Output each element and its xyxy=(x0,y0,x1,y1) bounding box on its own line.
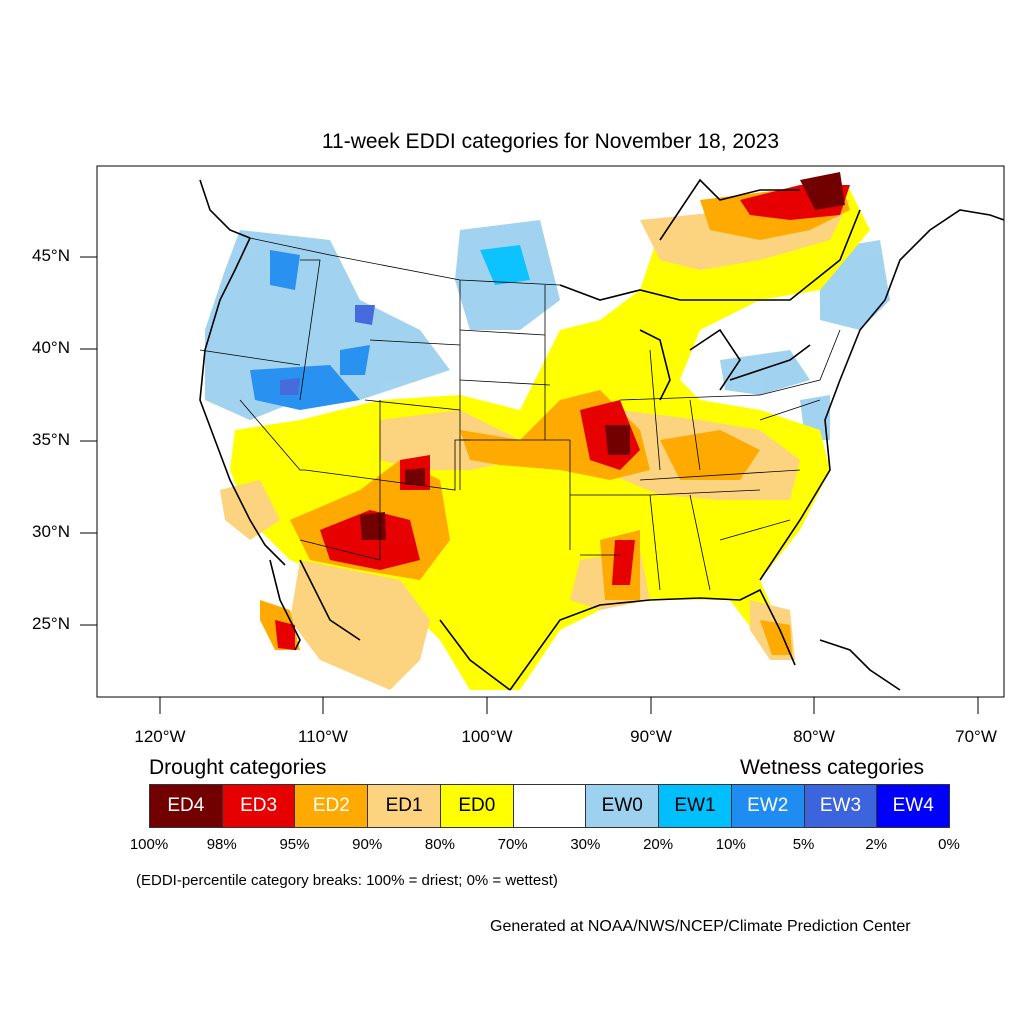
percentile-label: 2% xyxy=(865,836,888,853)
category-note: (EDDI-percentile category breaks: 100% =… xyxy=(136,872,558,889)
y-label-35: 35°N xyxy=(32,430,70,449)
x-label-70w: 70°W xyxy=(955,727,997,746)
legend-box-ed0: ED0 xyxy=(439,784,514,828)
y-label-30: 30°N xyxy=(32,522,70,541)
percentile-label: 98% xyxy=(206,836,237,853)
x-label-120w: 120°W xyxy=(134,727,186,746)
wetness-categories-title: Wetness categories xyxy=(740,756,925,779)
x-label-80w: 80°W xyxy=(793,727,835,746)
drought-categories-title: Drought categories xyxy=(149,756,327,779)
coastlines xyxy=(199,178,1004,691)
y-label-45: 45°N xyxy=(32,246,70,265)
legend-box-ew4: EW4 xyxy=(876,784,951,828)
percentile-label: 10% xyxy=(715,836,746,853)
percentile-label: 90% xyxy=(352,836,383,853)
legend-box-ed1: ED1 xyxy=(367,784,441,828)
percentile-label: 0% xyxy=(938,836,960,853)
x-label-90w: 90°W xyxy=(630,727,672,746)
legend-box-ew0: EW0 xyxy=(585,784,660,828)
legend-box-ed4: ED4 xyxy=(149,784,223,828)
legend-box-ed3: ED3 xyxy=(221,784,296,828)
x-ticks xyxy=(159,697,979,714)
y-label-40: 40°N xyxy=(32,338,70,357)
percentile-label: 70% xyxy=(497,836,528,853)
category-legend: ED4 ED3 ED2 ED1 ED0 EW0 EW1 EW2 EW3 EW4 xyxy=(149,784,951,830)
y-label-25: 25°N xyxy=(32,614,70,633)
legend-box-neutral xyxy=(512,784,587,828)
legend-box-ew1: EW1 xyxy=(658,784,732,828)
percentile-label: 100% xyxy=(129,836,169,853)
legend-box-ed2: ED2 xyxy=(294,784,369,828)
map-title: 11-week EDDI categories for November 18,… xyxy=(321,130,780,153)
x-label-100w: 100°W xyxy=(461,727,513,746)
percentile-label: 5% xyxy=(792,836,815,853)
percentile-label: 20% xyxy=(643,836,674,853)
percentile-label: 80% xyxy=(424,836,455,853)
credit-line: Generated at NOAA/NWS/NCEP/Climate Predi… xyxy=(490,918,911,935)
percentile-label: 95% xyxy=(279,836,310,853)
legend-box-ew3: EW3 xyxy=(803,784,878,828)
y-ticks xyxy=(80,256,97,626)
legend-box-ew2: EW2 xyxy=(730,784,805,828)
percentile-label: 30% xyxy=(570,836,601,853)
x-label-110w: 110°W xyxy=(298,727,348,746)
state-boundaries xyxy=(199,237,841,591)
